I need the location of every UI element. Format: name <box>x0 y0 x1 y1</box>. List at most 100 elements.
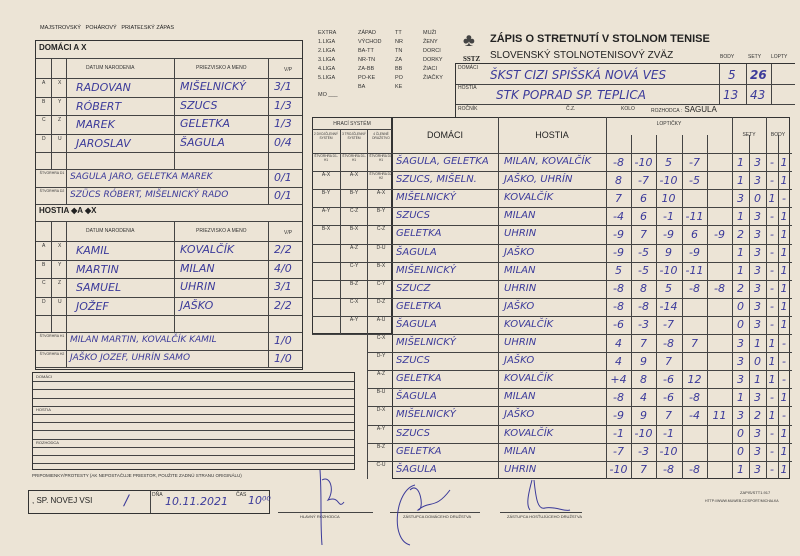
sets-won: 0 <box>754 354 761 368</box>
sets-won: 1 <box>737 463 744 477</box>
doubles-label: ŠTVORHRA H1 <box>39 334 65 338</box>
player-first-name: MARTIN <box>76 262 119 276</box>
set-score: -1 <box>613 427 624 441</box>
system-pair: A-X <box>349 172 359 179</box>
divider <box>36 133 302 135</box>
league-option: MUŽI <box>423 30 437 36</box>
player-letter: Y <box>58 98 62 105</box>
player-first-name: KAMIL <box>76 244 110 257</box>
set-score: -9 <box>613 246 624 260</box>
system-pair: B-X <box>321 226 331 233</box>
divider <box>340 129 341 334</box>
match-point: - <box>770 155 774 169</box>
referee-label: ROZHODCA : <box>651 108 683 114</box>
match-point: 1 <box>780 282 788 296</box>
divider <box>66 332 67 367</box>
match-point: 1 <box>780 227 788 241</box>
note-line <box>33 389 354 391</box>
player-vp: 4/0 <box>274 261 292 275</box>
match-home-player: SZUCZ <box>396 282 431 294</box>
set-score: -6 <box>613 318 624 332</box>
match-point: - <box>770 173 774 187</box>
set-score <box>707 443 732 461</box>
player-letter: Z <box>58 117 62 123</box>
referee: ROZHODCA : SAGULA <box>651 105 717 114</box>
match-type-cup: POHÁROVÝ <box>85 25 117 31</box>
divider <box>268 221 269 332</box>
form-code: ZAPIS/STT1.917 <box>740 490 771 495</box>
match-point: - <box>782 354 786 368</box>
set-score <box>682 298 707 316</box>
sets-won: 3 <box>754 463 761 477</box>
match-away-player: JAŠKO <box>504 246 535 258</box>
sets-won: 1 <box>754 336 761 350</box>
system-col-header: 4 ČLENNÉ DRUŽSTVO <box>372 132 390 140</box>
doubles-pair: MILAN MARTIN, KOVALČÍK KAMIL <box>70 335 217 345</box>
league-option: 4.LIGA <box>318 66 336 72</box>
set-score: 7 <box>640 463 647 477</box>
match-home-player: SZUCS <box>396 427 431 439</box>
set-score: 9 <box>640 354 647 368</box>
set-score: 7 <box>640 227 647 241</box>
system-col-header: 3 TROJČLENNÝ SYSTÉM <box>342 132 366 140</box>
col-vp: V/P <box>284 67 293 73</box>
player-letter: U <box>58 135 62 142</box>
system-pair: ŠTVORHRA D1-H1 <box>369 154 393 162</box>
system-pair: B-X <box>376 262 386 269</box>
set-score: 6 <box>691 227 698 241</box>
player-vp: 1/3 <box>274 117 292 130</box>
league-option: ZA <box>395 57 403 63</box>
system-pair: A-Y <box>349 316 359 323</box>
set-score: -5 <box>689 173 700 187</box>
sets-won: 3 <box>754 209 761 223</box>
system-pair: B-Y <box>376 208 386 215</box>
player-vp: 1/3 <box>274 98 292 112</box>
sets-won: 0 <box>737 427 744 441</box>
set-score: -7 <box>689 155 700 169</box>
col-dob: DATUM NARODENIA <box>86 228 135 234</box>
match-point: - <box>770 246 774 260</box>
protests-label: PRIPOMIENKY/PROTESTY (AK NEPOSTAČUJE PRI… <box>32 473 242 478</box>
divider <box>268 58 269 169</box>
system-pair: B-Z <box>376 443 386 450</box>
divider <box>66 58 67 169</box>
note-line <box>33 455 354 456</box>
match-point: 1 <box>780 445 788 459</box>
divider <box>312 171 792 173</box>
sets-won: 3 <box>754 318 761 332</box>
sety-label: SETY <box>748 54 762 60</box>
player-last-name: MILAN <box>180 261 215 275</box>
player-letter: A <box>42 80 46 86</box>
match-away-player: JAŠKO <box>504 355 535 367</box>
player-vp: 0/4 <box>274 135 292 149</box>
sets-won: 1 <box>737 209 744 223</box>
league-option: PO-KE <box>358 75 376 81</box>
mo-label: MO ___ <box>318 92 338 98</box>
league-option: BA-TT <box>358 48 374 54</box>
match-home-player: SZUCS <box>396 210 431 222</box>
place-date-box: , SP. NOVEJ VSI / DŇA 10.11.2021 ČAS 10⁰… <box>28 490 271 514</box>
match-away-player: KOVALČÍK <box>504 192 554 204</box>
player-letter: A <box>42 243 46 249</box>
team-title: HOSTIA ◆A ◆X <box>39 206 97 215</box>
sets-won: 3 <box>754 155 761 169</box>
system-pair: A-X <box>321 172 331 179</box>
match-away-player: KOVALČÍK <box>504 427 554 439</box>
set-score: -9 <box>663 227 674 241</box>
doubles-label: ŠTVORHRA D2 <box>39 188 65 193</box>
player-letter: C <box>42 117 46 123</box>
set-score: 7 <box>665 354 672 368</box>
league-option: DORKY <box>423 57 443 63</box>
col-points: BODY <box>770 132 786 138</box>
set-score <box>682 189 707 207</box>
sets-won: 0 <box>737 445 744 459</box>
divider <box>36 152 302 153</box>
divider <box>51 221 52 332</box>
set-score: 9 <box>665 246 672 260</box>
sets-won: 2 <box>737 282 744 296</box>
set-score: -10 <box>659 173 678 187</box>
form-title: ZÁPIS O STRETNUTÍ V STOLNOM TENISE <box>490 33 710 45</box>
divider <box>36 315 302 316</box>
match-home-player: MIŠELNICKÝ <box>396 192 456 204</box>
match-point: 1 <box>780 155 788 169</box>
